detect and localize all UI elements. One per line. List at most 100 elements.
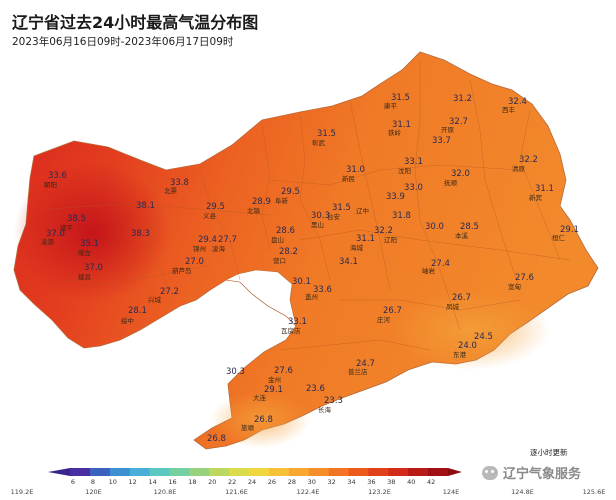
city-label: 普兰店 [348, 367, 368, 376]
legend-swatch [129, 468, 151, 476]
legend-swatch [308, 468, 330, 476]
city-label: 瓦房店 [281, 326, 301, 335]
legend-swatch [408, 468, 429, 476]
city-label: 凤城 [446, 303, 460, 311]
city-label: 桓仁 [552, 233, 566, 242]
station-temperature: 31.5 [317, 129, 336, 139]
station-temperature: 32.2 [374, 226, 393, 236]
station-temperature: 38.3 [131, 229, 150, 239]
city-label: 清原 [512, 164, 526, 173]
station-temperature: 32.7 [449, 117, 468, 127]
city-label: 沈阳 [398, 166, 411, 175]
city-label: 北票 [164, 187, 178, 195]
station-temperature: 31.2 [453, 94, 472, 104]
station-temperature: 32.4 [508, 97, 527, 107]
station-temperature: 33.6 [313, 285, 332, 295]
station-temperature: 31.5 [391, 93, 410, 103]
station-temperature: 24.7 [356, 359, 375, 369]
station-temperature: 31.1 [392, 120, 411, 130]
legend-tick: 28 [288, 478, 296, 486]
station-temperature: 26.8 [254, 415, 273, 425]
legend-tick: 36 [367, 478, 375, 486]
station-temperature: 29.5 [281, 187, 300, 197]
city-label: 北镇 [247, 206, 261, 215]
legend-arrow-right [448, 468, 462, 476]
city-label: 旅顺 [241, 423, 255, 432]
longitude-label: 123.2E [368, 488, 391, 496]
station-temperature: 31.1 [535, 184, 554, 194]
legend-swatch [169, 468, 190, 476]
brand-name: 辽宁气象服务 [503, 467, 582, 482]
legend-tick: 42 [427, 478, 435, 486]
legend-swatch [229, 468, 250, 476]
city-label: 辽阳 [384, 235, 397, 244]
brand-watermark: 辽宁气象服务 [482, 463, 581, 482]
station-temperature: 33.1 [288, 317, 307, 327]
legend-tick: 6 [71, 478, 75, 486]
wechat-icon [482, 465, 498, 480]
station-temperature: 31.0 [346, 165, 365, 175]
city-label: 台安 [327, 212, 341, 221]
station-temperature: 28.9 [252, 197, 271, 207]
station-temperature: 27.2 [160, 287, 179, 297]
station-temperature: 32.2 [519, 155, 538, 165]
station-temperature: 26.7 [452, 293, 471, 303]
legend-tick: 14 [148, 478, 156, 486]
cool-zone-south [210, 392, 310, 448]
station-temperature: 29.1 [264, 385, 283, 395]
city-label: 辽中 [356, 206, 369, 215]
station-temperature: 23.3 [324, 396, 343, 406]
city-label: 兴城 [148, 295, 162, 304]
legend-tick: 10 [109, 478, 117, 486]
legend-tick: 24 [248, 478, 256, 486]
station-temperature: 34.1 [339, 257, 358, 267]
longitude-label: 120E [85, 488, 102, 496]
city-label: 本溪 [455, 231, 469, 240]
city-label: 凌海 [212, 244, 226, 253]
station-temperature: 24.5 [474, 332, 493, 342]
legend-swatch [288, 468, 310, 476]
legend-arrow-left [48, 468, 70, 476]
legend-tick: 30 [308, 478, 316, 486]
station-temperature: 33.9 [386, 192, 405, 202]
city-label: 西丰 [502, 105, 516, 114]
station-temperature: 23.6 [306, 384, 325, 394]
station-temperature: 27.6 [515, 273, 534, 283]
station-temperature: 38.1 [136, 201, 155, 211]
legend-swatch [388, 468, 409, 476]
station-temperature: 37.0 [46, 229, 65, 239]
station-temperature: 33.1 [404, 157, 423, 167]
legend-swatch [348, 468, 369, 476]
city-label: 长海 [318, 405, 332, 414]
city-label: 抚顺 [444, 178, 458, 187]
station-temperature: 33.6 [48, 171, 67, 181]
station-temperature: 28.1 [128, 306, 147, 316]
legend-swatch [209, 468, 230, 476]
city-label: 宽甸 [508, 282, 521, 291]
station-temperature: 27.0 [185, 257, 204, 267]
station-temperature: 31.8 [392, 211, 411, 221]
city-label: 朝阳 [44, 180, 57, 189]
city-label: 东港 [453, 350, 467, 359]
legend-tick: 12 [129, 478, 137, 486]
legend-tick: 38 [387, 478, 395, 486]
station-temperature: 26.7 [383, 306, 402, 316]
station-temperature: 30.1 [292, 277, 311, 287]
city-label: 黑山 [311, 220, 324, 229]
legend-swatch [149, 468, 170, 476]
station-temperature: 28.6 [276, 226, 295, 236]
hot-zone [14, 162, 170, 302]
city-label: 建平 [60, 223, 74, 232]
station-temperature: 28.5 [460, 222, 479, 232]
city-label: 喀左 [78, 248, 92, 257]
longitude-label: 119.2E [11, 488, 34, 496]
station-temperature: 29.4 [198, 235, 217, 245]
map-title: 辽宁省过去24小时最高气温分布图 [12, 13, 259, 32]
legend-tick: 26 [268, 478, 276, 486]
legend-tick: 22 [228, 478, 236, 486]
city-label: 绥中 [121, 316, 134, 325]
legend-swatch [70, 468, 91, 476]
city-label: 海城 [350, 243, 364, 252]
station-temperature: 31.1 [356, 234, 375, 244]
